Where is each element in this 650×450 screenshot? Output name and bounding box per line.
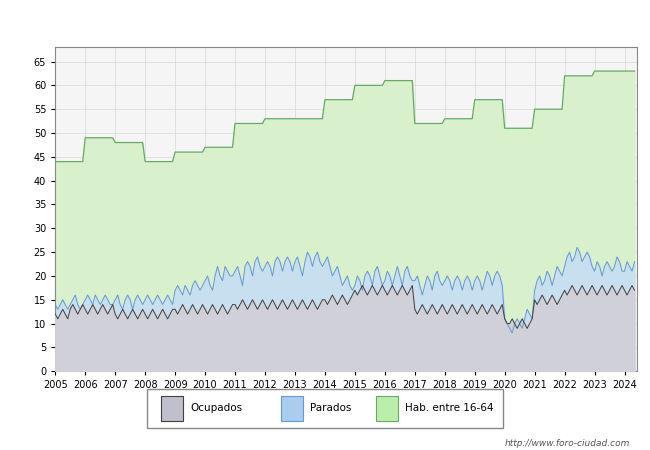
FancyBboxPatch shape (147, 389, 503, 428)
Bar (376, 396, 398, 421)
Text: Hab. entre 16-64: Hab. entre 16-64 (405, 403, 493, 414)
Bar (161, 396, 183, 421)
Text: Ocupados: Ocupados (190, 403, 242, 414)
Text: El Losar del Barco - Evolucion de la poblacion en edad de Trabajar Mayo de 2024: El Losar del Barco - Evolucion de la pob… (86, 13, 564, 26)
Text: http://www.foro-ciudad.com: http://www.foro-ciudad.com (505, 439, 630, 448)
Bar (281, 396, 303, 421)
Text: Parados: Parados (311, 403, 352, 414)
